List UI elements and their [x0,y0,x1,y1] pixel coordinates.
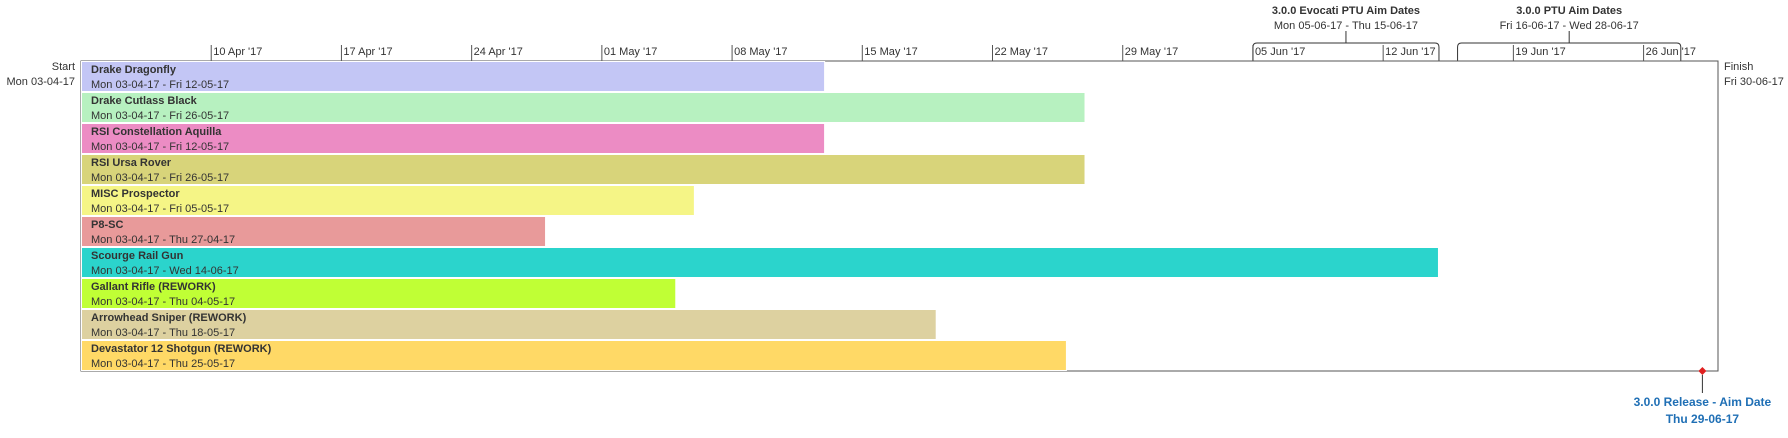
task-bar [81,340,1067,371]
task-name: Devastator 12 Shotgun (REWORK) [91,343,272,355]
date-axis-ticks: 10 Apr '17 17 Apr '17 24 Apr '17 01 May '17… [210,45,1696,61]
tick-label: 26 Jun '17 [1646,46,1696,58]
task-dates: Mon 03-04-17 - Thu 18-05-17 [91,327,235,339]
task-name: RSI Constellation Aquilla [91,126,222,138]
tick-label: 10 Apr '17 [213,46,262,58]
start-label: Start [52,61,75,73]
start-finish-labels: Start Mon 03-04-17 Finish Fri 30-06-17 [7,61,1784,88]
span-dates: Mon 05-06-17 - Thu 15-06-17 [1274,20,1418,32]
span-title: 3.0.0 PTU Aim Dates [1516,5,1622,17]
milestones: 3.0.0 Release - Aim Date Thu 29-06-17 [1634,367,1772,426]
tick-label: 01 May '17 [604,46,657,58]
task-bar [81,278,677,309]
tick-label: 12 Jun '17 [1385,46,1435,58]
task-bar [81,247,1439,278]
task-dates: Mon 03-04-17 - Fri 26-05-17 [91,172,229,184]
task-dates: Mon 03-04-17 - Fri 12-05-17 [91,79,229,91]
task-dates: Mon 03-04-17 - Fri 05-05-17 [91,203,229,215]
task-name: Scourge Rail Gun [91,250,184,262]
task-row: Devastator 12 Shotgun (REWORK) Mon 03-04-… [81,340,1067,371]
task-bar [81,185,695,216]
task-row: Scourge Rail Gun Mon 03-04-17 - Wed 14-06… [81,247,1439,278]
task-bars: Drake Dragonfly Mon 03-04-17 - Fri 12-05-… [81,61,1439,371]
task-bar [81,154,1086,185]
task-name: RSI Ursa Rover [91,157,172,169]
task-bar [81,92,1086,123]
task-row: MISC Prospector Mon 03-04-17 - Fri 05-05-… [81,185,695,216]
task-name: Gallant Rifle (REWORK) [91,281,216,293]
task-dates: Mon 03-04-17 - Wed 14-06-17 [91,265,239,277]
tick-label: 19 Jun '17 [1515,46,1565,58]
finish-label: Finish [1724,61,1753,73]
finish-date: Fri 30-06-17 [1724,76,1784,88]
tick-label: 22 May '17 [995,46,1048,58]
task-row: RSI Ursa Rover Mon 03-04-17 - Fri 26-05-1… [81,154,1086,185]
tick-label: 15 May '17 [864,46,917,58]
milestone-title: 3.0.0 Release - Aim Date [1634,395,1772,409]
task-dates: Mon 03-04-17 - Fri 12-05-17 [91,141,229,153]
task-row: P8-SC Mon 03-04-17 - Thu 27-04-17 [81,216,547,247]
tick-label: 08 May '17 [734,46,787,58]
tick-label: 24 Apr '17 [474,46,523,58]
task-bar [81,61,826,92]
task-dates: Mon 03-04-17 - Fri 26-05-17 [91,110,229,122]
span-dates: Fri 16-06-17 - Wed 28-06-17 [1500,20,1639,32]
span-title: 3.0.0 Evocati PTU Aim Dates [1272,5,1420,17]
task-name: MISC Prospector [91,188,180,200]
task-name: Arrowhead Sniper (REWORK) [91,312,247,324]
task-name: Drake Dragonfly [91,64,177,76]
task-dates: Mon 03-04-17 - Thu 04-05-17 [91,296,235,308]
task-row: Drake Cutlass Black Mon 03-04-17 - Fri 26… [81,92,1086,123]
start-date: Mon 03-04-17 [7,76,76,88]
task-dates: Mon 03-04-17 - Thu 27-04-17 [91,234,235,246]
task-row: Gallant Rifle (REWORK) Mon 03-04-17 - Thu… [81,278,677,309]
tick-label: 05 Jun '17 [1255,46,1305,58]
milestone-marker [1698,367,1707,375]
task-bar [81,123,826,154]
task-bar [81,309,937,340]
milestone-date: Thu 29-06-17 [1666,412,1740,426]
task-bar [81,216,547,247]
task-name: Drake Cutlass Black [91,95,198,107]
task-dates: Mon 03-04-17 - Thu 25-05-17 [91,358,235,370]
aim-date-spans: 3.0.0 Evocati PTU Aim Dates Mon 05-06-17 … [1252,5,1682,61]
tick-label: 17 Apr '17 [343,46,392,58]
task-row: Drake Dragonfly Mon 03-04-17 - Fri 12-05-… [81,61,826,92]
task-name: P8-SC [91,219,123,231]
task-row: Arrowhead Sniper (REWORK) Mon 03-04-17 - … [81,309,937,340]
tick-label: 29 May '17 [1125,46,1178,58]
task-row: RSI Constellation Aquilla Mon 03-04-17 - … [81,123,826,154]
